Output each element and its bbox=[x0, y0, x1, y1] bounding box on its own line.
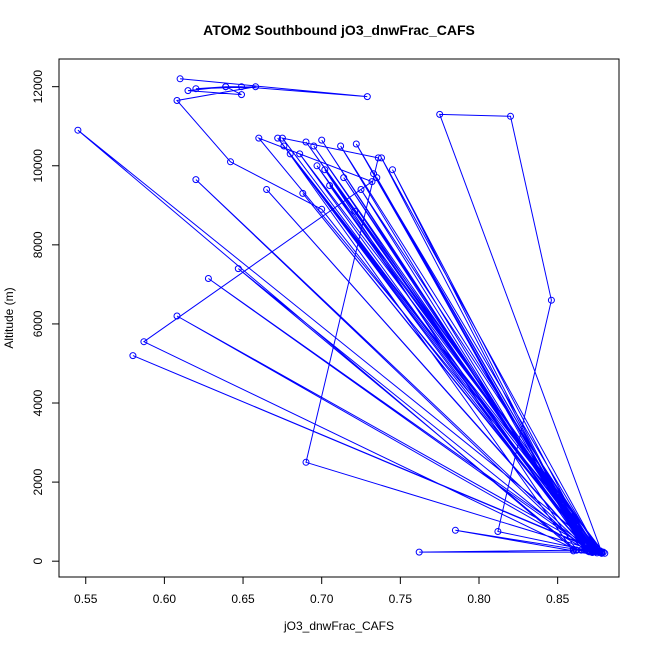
data-point bbox=[318, 205, 326, 213]
x-tick-label: 0.85 bbox=[546, 592, 570, 606]
data-point bbox=[255, 134, 263, 142]
data-point bbox=[192, 176, 200, 184]
data-point bbox=[129, 352, 137, 360]
data-point bbox=[374, 154, 382, 162]
data-point bbox=[278, 134, 286, 142]
data-point bbox=[326, 182, 334, 189]
data-point bbox=[363, 93, 371, 101]
data-point bbox=[415, 548, 423, 556]
x-tick-label: 0.80 bbox=[467, 592, 491, 606]
data-point bbox=[596, 548, 604, 556]
data-point bbox=[227, 158, 234, 166]
data-point bbox=[274, 134, 282, 142]
y-tick-label: 12000 bbox=[31, 70, 45, 104]
data-point bbox=[585, 547, 593, 555]
data-point bbox=[507, 112, 514, 120]
data-point bbox=[573, 546, 580, 554]
data-point bbox=[310, 142, 318, 150]
x-tick-label: 0.70 bbox=[310, 592, 334, 606]
data-point bbox=[357, 186, 365, 193]
y-tick-label: 4000 bbox=[31, 389, 45, 416]
x-tick-label: 0.75 bbox=[389, 592, 413, 606]
y-tick-label: 10000 bbox=[31, 149, 45, 183]
data-point bbox=[351, 207, 359, 215]
data-point bbox=[451, 526, 459, 534]
data-point bbox=[321, 166, 329, 174]
data-point bbox=[263, 186, 271, 193]
chart-title: ATOM2 Southbound jO3_dnwFrac_CAFS bbox=[203, 22, 475, 38]
y-tick-label: 6000 bbox=[31, 310, 45, 337]
data-point bbox=[337, 142, 345, 150]
data-point bbox=[302, 138, 310, 146]
data-point bbox=[204, 275, 212, 282]
data-point bbox=[280, 142, 288, 150]
data-point bbox=[547, 296, 555, 304]
data-point bbox=[296, 150, 304, 158]
x-tick-label: 0.60 bbox=[153, 592, 177, 606]
data-point bbox=[352, 140, 360, 148]
data-point bbox=[252, 83, 260, 91]
data-point bbox=[340, 174, 348, 182]
data-point bbox=[494, 528, 502, 535]
x-axis-label: jO3_dnwFrac_CAFS bbox=[283, 619, 394, 633]
y-tick-label: 8000 bbox=[31, 231, 45, 258]
data-point bbox=[299, 189, 307, 197]
x-tick-label: 0.65 bbox=[231, 592, 255, 606]
data-point bbox=[595, 547, 603, 555]
y-tick-label: 2000 bbox=[31, 468, 45, 495]
data-point bbox=[192, 85, 200, 93]
data-point bbox=[184, 87, 192, 95]
data-point bbox=[238, 83, 245, 91]
data-point bbox=[234, 265, 242, 273]
data-series bbox=[74, 75, 609, 557]
data-point bbox=[74, 126, 82, 134]
data-point bbox=[286, 150, 294, 158]
y-axis-label: Altitude (m) bbox=[2, 287, 16, 348]
data-point bbox=[140, 338, 148, 346]
data-point bbox=[173, 97, 181, 104]
data-point bbox=[318, 136, 326, 144]
data-point bbox=[436, 110, 444, 118]
data-point bbox=[302, 458, 310, 466]
data-point bbox=[222, 83, 230, 91]
data-point bbox=[173, 312, 181, 320]
data-point bbox=[238, 91, 245, 99]
data-point bbox=[378, 154, 385, 162]
series-line bbox=[77, 78, 605, 554]
data-point bbox=[176, 75, 184, 83]
x-tick-label: 0.55 bbox=[74, 592, 98, 606]
data-point bbox=[599, 548, 607, 556]
data-point bbox=[569, 547, 577, 555]
plot-area bbox=[58, 58, 620, 578]
y-axis: 0 2000 4000 6000 8000 10000 12000 bbox=[31, 70, 60, 565]
y-tick-label: 0 bbox=[31, 558, 45, 565]
data-point bbox=[368, 178, 376, 186]
data-point bbox=[389, 166, 396, 174]
x-axis: 0.55 0.60 0.65 0.70 0.75 0.80 0.85 bbox=[74, 576, 570, 606]
data-point bbox=[313, 162, 321, 170]
data-point bbox=[370, 170, 378, 178]
data-point bbox=[601, 549, 609, 557]
